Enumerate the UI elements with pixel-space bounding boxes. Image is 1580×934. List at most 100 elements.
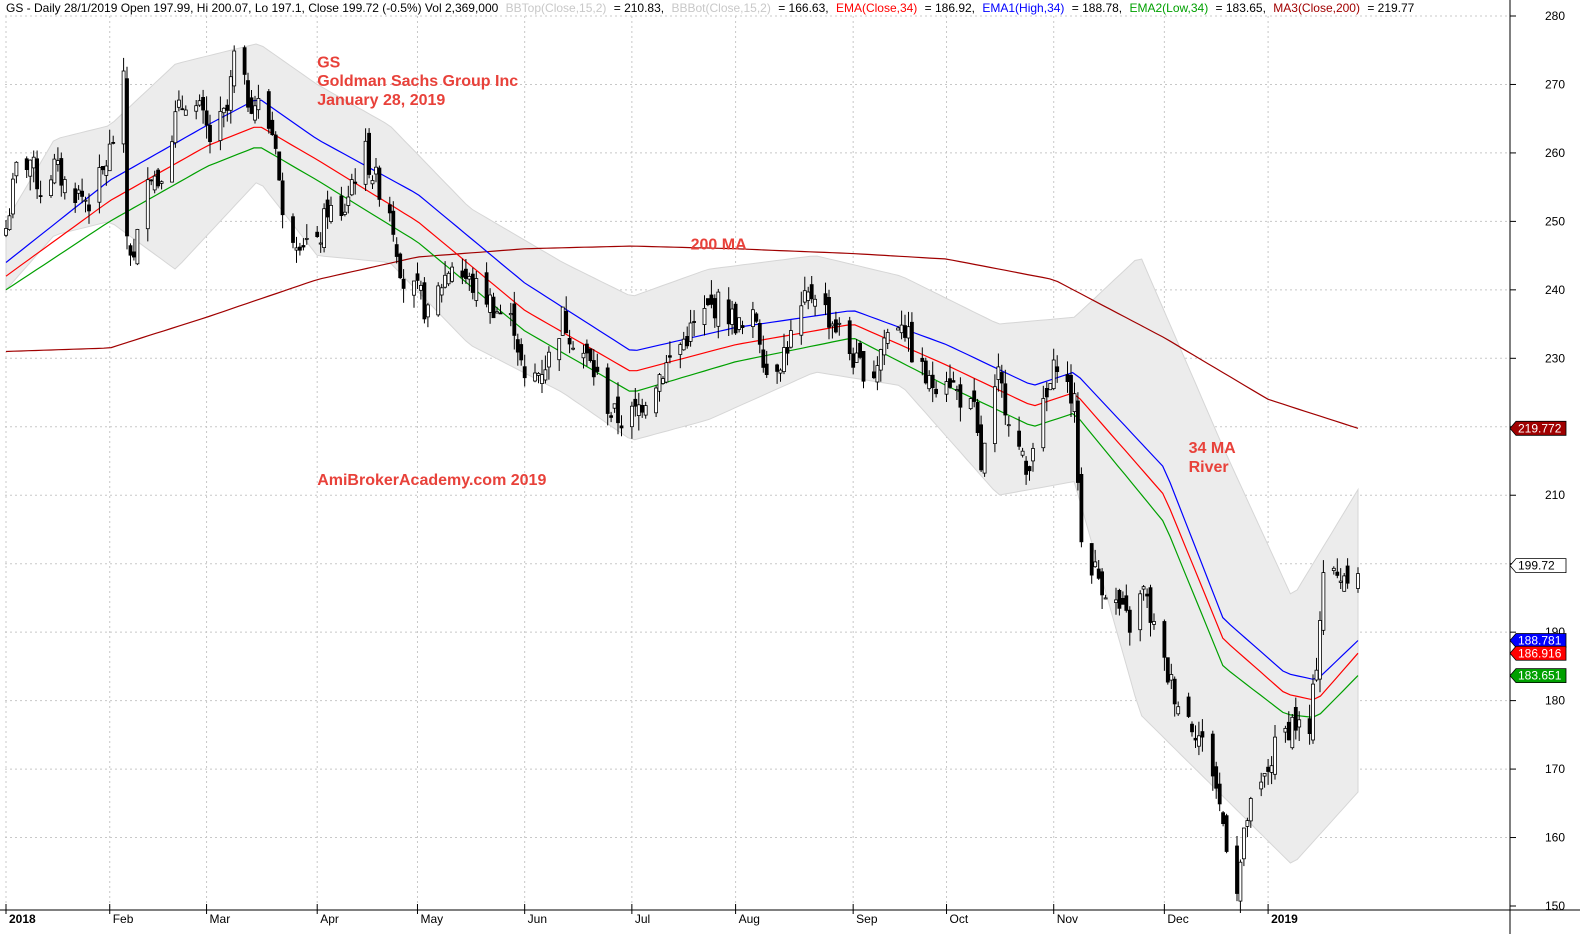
x-tick-label: 2019 <box>1271 912 1298 926</box>
candle-down <box>923 360 928 384</box>
candle-down <box>270 119 275 136</box>
candle-up <box>232 50 237 87</box>
candle-down <box>847 320 852 354</box>
candle-up <box>906 326 911 339</box>
candle-up <box>547 351 551 368</box>
candle-down <box>972 390 977 402</box>
candle-up <box>571 347 575 350</box>
candle-up <box>159 181 164 184</box>
candle-down <box>391 210 396 235</box>
candle-down <box>668 355 672 358</box>
candle-up <box>581 352 586 359</box>
x-tick-label: Apr <box>320 912 339 926</box>
ema-close-34-line <box>5 126 1359 701</box>
price-tag: 186.916 <box>1509 645 1567 661</box>
candle-up <box>97 167 102 203</box>
candle-up <box>31 156 36 169</box>
candle-up <box>993 386 997 445</box>
y-tick-label: 230 <box>1545 351 1565 365</box>
candle-up <box>443 274 448 288</box>
candle-down <box>291 216 295 243</box>
candle-up <box>955 389 959 392</box>
candle-up <box>170 141 174 183</box>
candle-up <box>446 272 451 285</box>
candle-up <box>1283 728 1288 733</box>
price-tag-label: 183.651 <box>1518 669 1562 683</box>
candle-down <box>273 134 278 149</box>
candle-up <box>495 311 499 314</box>
header-ma3-value: = 219.77 <box>1367 1 1414 15</box>
candle-up <box>533 372 537 382</box>
candle-down <box>1193 737 1198 741</box>
candle-down <box>367 132 372 175</box>
candle-down <box>1079 473 1084 543</box>
candle-down <box>999 372 1004 384</box>
candle-down <box>401 278 406 289</box>
candle-up <box>488 294 493 313</box>
candle-up <box>294 247 299 251</box>
chart-annotation: January 28, 2019 <box>317 92 445 109</box>
candle-down <box>59 158 64 186</box>
candle-up <box>10 178 15 215</box>
candle-down <box>242 47 247 75</box>
candle-up <box>789 330 793 348</box>
candle-up <box>543 369 548 381</box>
header-ema2-value: = 183.65, <box>1216 1 1266 15</box>
candle-down <box>1286 721 1291 741</box>
candle-down <box>339 195 344 216</box>
candle-up <box>636 404 641 416</box>
candle-down <box>38 195 43 198</box>
candle-down <box>498 312 503 315</box>
candle-down <box>128 245 133 256</box>
price-tag-box <box>1509 668 1567 684</box>
candle-down <box>156 169 161 187</box>
candle-up <box>1331 567 1336 571</box>
y-tick-label: 150 <box>1545 899 1565 913</box>
candle-up <box>799 305 804 336</box>
candle-up <box>1176 706 1181 715</box>
candle-up <box>439 287 444 296</box>
candle-down <box>591 360 596 378</box>
candle-up <box>346 196 351 206</box>
candle-up <box>654 387 658 414</box>
candle-up <box>256 98 261 111</box>
candle-down <box>201 97 206 111</box>
x-tick-label: Dec <box>1167 912 1188 926</box>
y-tick-label: 260 <box>1545 146 1565 160</box>
candle-up <box>1020 450 1025 456</box>
candle-up <box>688 322 693 342</box>
header-bbbot-value: = 166.63, <box>778 1 828 15</box>
candle-up <box>104 165 109 176</box>
candle-down <box>1307 718 1312 735</box>
candle-up <box>7 215 12 231</box>
price-tag: 199.72 <box>1509 558 1567 574</box>
y-tick-label: 270 <box>1545 77 1565 91</box>
candle-down <box>1335 571 1340 576</box>
candle-down <box>979 424 983 471</box>
candle-down <box>1186 696 1191 717</box>
candle-up <box>1248 798 1253 822</box>
bollinger-band-area <box>5 43 1359 864</box>
candle-up <box>253 105 257 121</box>
candle-up <box>643 405 648 416</box>
candle-down <box>1124 595 1129 611</box>
chart-header: GS - Daily 28/1/2019 Open 197.99, Hi 200… <box>6 1 1415 15</box>
candle-down <box>180 108 185 111</box>
candle-up <box>1318 620 1322 680</box>
candle-up <box>778 369 783 374</box>
bollinger-band <box>5 43 1359 864</box>
candle-up <box>702 307 707 325</box>
candle-down <box>567 337 572 345</box>
chart-annotation: Goldman Sachs Group Inc <box>317 73 518 90</box>
candle-down <box>761 349 766 368</box>
candle-up <box>508 313 513 316</box>
candle-down <box>280 180 285 216</box>
candle-down <box>1162 621 1167 658</box>
x-tick-label: Aug <box>739 912 760 926</box>
header-ema2-label: EMA2(Low,34) <box>1129 1 1208 15</box>
candle-up <box>1342 575 1347 592</box>
candle-up <box>837 322 842 325</box>
candle-down <box>640 404 645 413</box>
candle-down <box>827 296 831 328</box>
